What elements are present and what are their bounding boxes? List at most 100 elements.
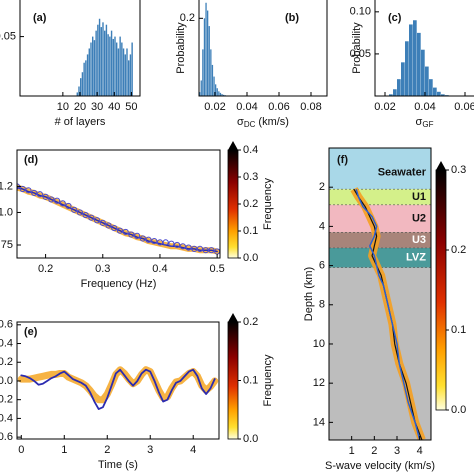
- colorbar-tick-label: 0.2: [243, 316, 258, 328]
- bar: [401, 62, 405, 96]
- bar: [409, 24, 413, 96]
- bar: [107, 34, 109, 96]
- data-point: [82, 211, 89, 219]
- data-point: [122, 228, 129, 236]
- bar: [208, 26, 210, 96]
- bar: [215, 84, 217, 96]
- y-axis-label: Depth (km): [303, 267, 315, 321]
- bar: [95, 30, 97, 96]
- bar: [441, 94, 445, 96]
- bar: [78, 86, 80, 96]
- colorbar: [227, 321, 239, 440]
- axes-frame: [16, 149, 221, 259]
- x-tick-label: 3: [394, 445, 400, 457]
- x-axis-label: Frequency (Hz): [81, 278, 157, 290]
- bar: [88, 48, 90, 96]
- colorbar-tick-label: 0.0: [243, 252, 258, 264]
- data-point: [36, 191, 43, 198]
- layer: [329, 247, 431, 268]
- bar: [425, 66, 429, 96]
- bar: [80, 78, 82, 96]
- x-tick-label: 0.04: [236, 101, 257, 113]
- x-axis-label: σDC (km/s): [237, 116, 289, 129]
- panel: 0.02 0.04 0.06 0.08 0.2 (b) σDC (km/s) Probabili…: [175, 0, 328, 129]
- axes-frame: [328, 147, 432, 441]
- data-point: [196, 245, 204, 252]
- bar: [389, 94, 393, 96]
- colorbar-tick-label: 0.3: [451, 164, 466, 176]
- y-tick-label: 0.4: [0, 337, 13, 349]
- colorbar-tick-label: 0.2: [451, 244, 466, 256]
- x-tick-label: 0.02: [204, 101, 225, 113]
- y-tick-label: 0.2: [0, 356, 13, 368]
- data-point: [31, 189, 38, 197]
- bar: [202, 49, 204, 96]
- data-point: [202, 247, 209, 254]
- layer: [329, 232, 431, 248]
- x-tick-label: 1: [61, 444, 67, 456]
- x-tick-label: 2: [371, 445, 377, 457]
- x-axis-label-subscript: GF: [422, 120, 433, 129]
- bar: [105, 24, 108, 96]
- x-tick-label: 0.2: [38, 263, 53, 275]
- panel: 0.2 0.3 0.4 0.5 1.2 1.0 0.75 (d) Frequency (Hz) 0…: [0, 141, 274, 290]
- colorbar-tick-label: 0.0: [451, 404, 466, 416]
- colorbar-extend: [228, 141, 238, 150]
- y-tick-label: 12: [313, 377, 325, 389]
- data-point: [128, 231, 135, 238]
- colorbar-extend: [436, 161, 446, 170]
- bar: [131, 42, 133, 96]
- y-axis-label: Probability: [351, 22, 363, 74]
- x-axis-label: σGF: [416, 116, 434, 129]
- x-tick-label: 0.3: [95, 263, 110, 275]
- bar: [417, 32, 421, 96]
- bar: [102, 22, 104, 96]
- data-point: [99, 219, 106, 226]
- y-tick-label: 0.05: [0, 30, 16, 42]
- bar: [124, 54, 126, 96]
- data-point: [65, 202, 72, 210]
- bar: [121, 42, 123, 96]
- colorbar-label: Frequency: [262, 178, 274, 230]
- colorbar-tick-label: 0.4: [243, 144, 258, 156]
- data-point: [174, 241, 181, 249]
- bar: [199, 92, 201, 96]
- data-point: [162, 239, 169, 246]
- panel-label: (d): [24, 154, 38, 166]
- data-point: [19, 185, 26, 193]
- panel-label: (e): [24, 326, 38, 338]
- data-point: [208, 247, 215, 254]
- y-tick-label: 0.75: [0, 239, 13, 251]
- bar: [219, 92, 222, 96]
- plot-area: [17, 183, 220, 255]
- bar: [129, 54, 132, 96]
- y-tick-label: 14: [313, 416, 325, 428]
- axes-frame: [198, 0, 328, 97]
- x-axis-label: Time (s): [98, 459, 138, 471]
- layer-label: U3: [412, 234, 426, 246]
- data-point: [42, 193, 49, 200]
- x-axis-label-symbol: σ: [416, 116, 423, 128]
- bar: [210, 49, 212, 96]
- data-point: [156, 239, 164, 246]
- colorbar: [435, 169, 447, 411]
- bar: [421, 49, 425, 96]
- colorbar-label: Frequency: [262, 354, 274, 406]
- bar: [100, 27, 102, 96]
- data-point: [151, 237, 158, 245]
- panel: 0 1 2 3 4 0.6 0.4 0.2 0.0 -0.2 -0.4 -0.6 (e) Time (s)…: [0, 313, 274, 471]
- bar: [117, 48, 120, 96]
- bar: [109, 36, 111, 96]
- x-tick-label: 2: [104, 444, 110, 456]
- x-tick-label: 20: [74, 101, 86, 113]
- x-tick-label: 0.08: [300, 101, 321, 113]
- data-point: [111, 224, 118, 232]
- bar: [437, 91, 441, 96]
- layer: [329, 204, 431, 233]
- data-point: [179, 243, 186, 250]
- bar: [114, 36, 116, 96]
- data-point: [133, 232, 141, 239]
- bar: [93, 40, 96, 96]
- bar: [429, 79, 433, 96]
